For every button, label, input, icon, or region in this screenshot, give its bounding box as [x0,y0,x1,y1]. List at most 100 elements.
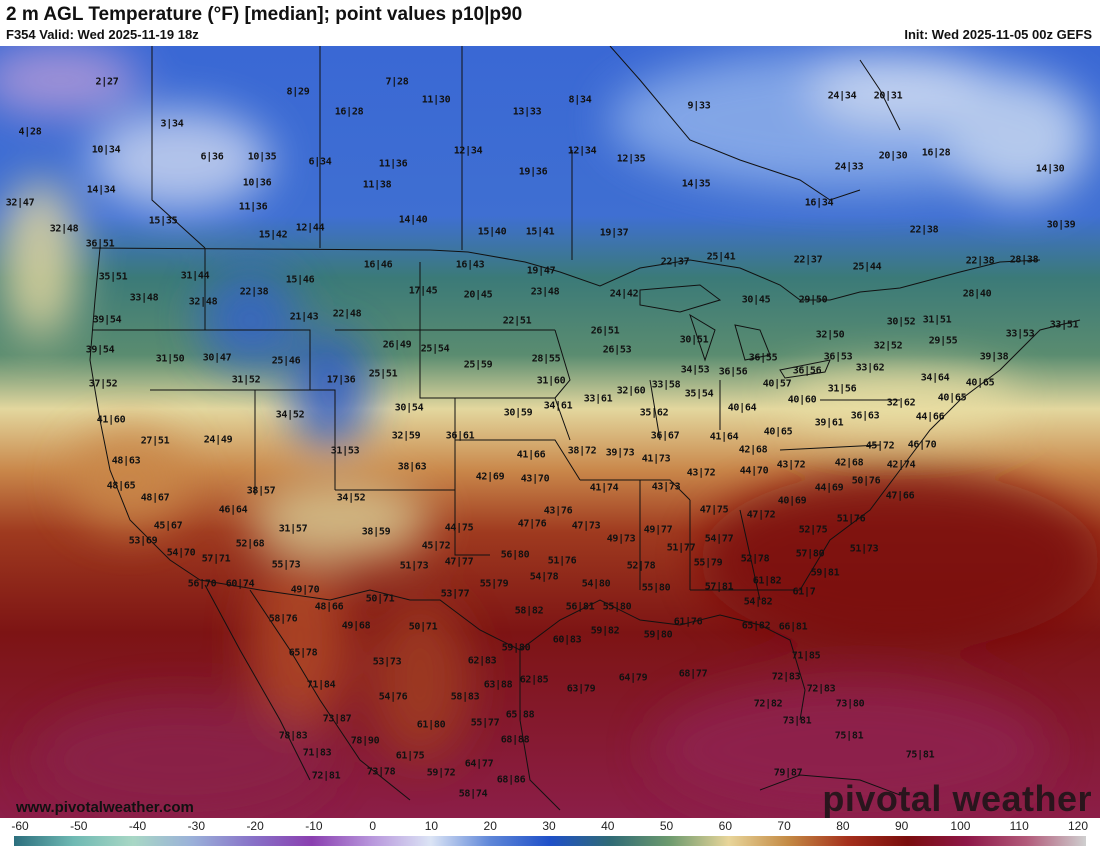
map-title: 2 m AGL Temperature (°F) [median]; point… [6,4,523,25]
point-value: 34|53 [680,364,710,376]
point-value: 62|83 [467,655,497,667]
colorbar-tick-label: 40 [601,819,615,833]
point-value: 17|45 [408,285,438,297]
point-value: 53|73 [372,656,402,668]
point-value: 42|68 [834,457,864,469]
point-value: 58|76 [268,613,298,625]
point-value: 39|73 [605,447,635,459]
point-value: 30|45 [741,294,771,306]
point-value: 12|34 [567,145,597,157]
point-value: 40|65 [937,392,967,404]
point-value: 43|72 [686,467,716,479]
point-value: 14|35 [681,178,711,190]
point-value: 55|79 [693,557,723,569]
point-value: 52|78 [626,560,656,572]
point-value: 32|60 [616,385,646,397]
point-value: 11|38 [362,179,392,191]
point-value: 54|76 [378,691,408,703]
point-value: 43|70 [520,473,550,485]
point-value: 72|82 [753,698,783,710]
point-value: 73|87 [322,713,352,725]
point-value: 61|82 [752,575,782,587]
point-value: 6|36 [200,151,224,163]
point-value: 21|43 [289,311,319,323]
point-value: 16|28 [921,147,951,159]
point-value: 33|51 [1049,319,1079,331]
point-value: 55|79 [479,578,509,590]
point-value: 20|30 [878,150,908,162]
point-value: 19|37 [599,227,629,239]
point-value: 22|38 [909,224,939,236]
point-value: 9|33 [687,100,711,112]
point-value: 43|76 [543,505,573,517]
point-value: 47|73 [571,520,601,532]
point-value: 52|78 [740,553,770,565]
point-value: 37|52 [88,378,118,390]
point-value: 71|83 [302,747,332,759]
point-value: 46|64 [218,504,248,516]
point-value: 24|34 [827,90,857,102]
point-value: 12|44 [295,222,325,234]
point-value: 25|41 [706,251,736,263]
point-value: 24|42 [609,288,639,300]
point-value: 35|62 [639,407,669,419]
point-value: 48|66 [314,601,344,613]
point-value: 48|67 [140,492,170,504]
point-value: 51|76 [836,513,866,525]
point-value: 23|48 [530,286,560,298]
point-value: 39|38 [979,351,1009,363]
point-value: 55|77 [470,717,500,729]
point-value: 47|72 [746,509,776,521]
point-value: 53|69 [128,535,158,547]
point-value: 11|36 [378,158,408,170]
point-value: 30|39 [1046,219,1076,231]
point-value: 44|70 [739,465,769,477]
point-value: 50|71 [365,593,395,605]
point-value: 51|77 [666,542,696,554]
point-value: 68|88 [500,734,530,746]
point-value: 10|36 [242,177,272,189]
point-value: 28|55 [531,353,561,365]
point-value: 43|72 [776,459,806,471]
point-value: 30|51 [679,334,709,346]
point-value: 31|50 [155,353,185,365]
point-value: 36|51 [85,238,115,250]
point-value: 63|79 [566,683,596,695]
website-url: www.pivotalweather.com [16,799,194,816]
point-value: 45|72 [421,540,451,552]
point-value: 12|34 [453,145,483,157]
point-value: 16|43 [455,259,485,271]
point-value: 12|35 [616,153,646,165]
point-value: 26|49 [382,339,412,351]
point-value: 36|56 [792,365,822,377]
point-value: 22|48 [332,308,362,320]
point-value: 59|81 [810,567,840,579]
point-value: 7|28 [385,76,409,88]
point-value: 61|76 [673,616,703,628]
point-value: 17|36 [326,374,356,386]
point-value: 73|80 [835,698,865,710]
point-value: 63|88 [483,679,513,691]
colorbar-tick-label: 90 [894,819,909,833]
point-value: 61|75 [395,750,425,762]
point-value: 35|54 [684,388,714,400]
point-value: 59|80 [643,629,673,641]
point-value: 47|76 [517,518,547,530]
point-value: 33|62 [855,362,885,374]
point-value: 38|57 [246,485,276,497]
point-value: 36|55 [748,352,778,364]
point-value: 36|67 [650,430,680,442]
point-value: 20|31 [873,90,903,102]
point-value: 25|46 [271,355,301,367]
point-value: 39|54 [92,314,122,326]
point-value: 30|59 [503,407,533,419]
point-value: 40|60 [787,394,817,406]
point-value: 13|33 [512,106,542,118]
point-value: 47|77 [444,556,474,568]
colorbar-tick-label: -10 [305,819,323,833]
colorbar-tick-label: -60 [11,819,29,833]
colorbar: -60 -50 -40 -30 -20 -10 0 10 20 30 40 50 60 70 80 90 100… [0,818,1100,850]
point-value: 8|34 [568,94,592,106]
map-header: 2 m AGL Temperature (°F) [median]; point… [0,0,1100,46]
point-value: 32|48 [49,223,79,235]
